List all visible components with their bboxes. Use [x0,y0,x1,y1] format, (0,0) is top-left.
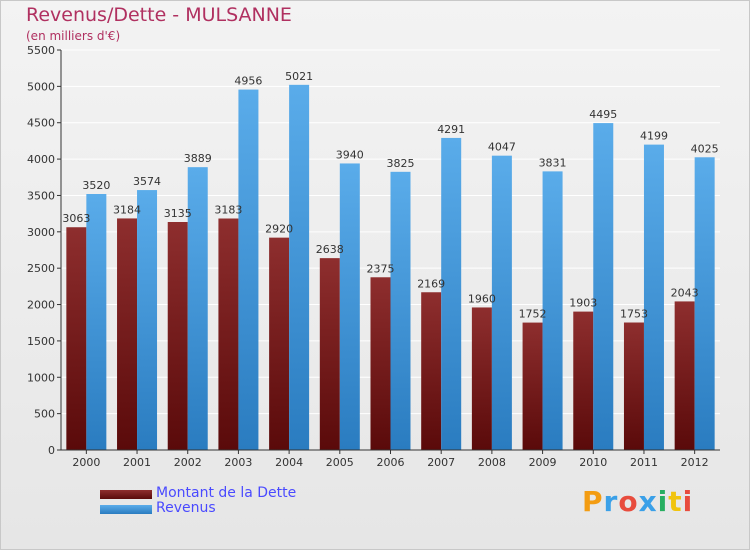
bar-dette [167,222,188,450]
bar-revenus [694,157,715,451]
bar-revenus [289,84,310,450]
chart-subtitle: (en milliers d'€) [26,29,121,43]
data-label-revenus: 3889 [184,152,212,165]
data-label-revenus: 4291 [437,123,465,136]
brand-logo: Proxiti [582,485,693,518]
data-label-revenus: 3520 [82,179,110,192]
x-tick-label: 2009 [529,456,557,469]
x-tick-label: 2010 [579,456,607,469]
x-tick-label: 2003 [224,456,252,469]
bar-dette [370,277,391,450]
y-tick-label: 2000 [27,299,55,312]
data-label-revenus: 4047 [488,141,516,154]
data-label-revenus: 4199 [640,130,668,143]
data-label-dette: 3183 [214,204,242,217]
bar-revenus [137,190,158,450]
bar-dette [471,307,492,450]
legend-swatch-revenus [100,505,152,514]
y-tick-label: 2500 [27,262,55,275]
bar-revenus [390,171,411,450]
data-label-dette: 1960 [468,292,496,305]
x-tick-label: 2006 [377,456,405,469]
data-label-revenus: 3831 [539,156,567,169]
data-label-revenus: 4495 [589,108,617,121]
data-label-dette: 1903 [569,297,597,310]
x-tick-label: 2001 [123,456,151,469]
data-label-dette: 2638 [316,243,344,256]
bar-revenus [491,155,512,450]
bar-dette [117,218,138,450]
bar-dette [573,311,594,450]
data-label-dette: 3184 [113,203,141,216]
bar-revenus [339,163,360,451]
data-label-dette: 3063 [62,212,90,225]
brand-letter: i [657,485,669,518]
x-tick-label: 2002 [174,456,202,469]
data-label-revenus: 4025 [691,142,719,155]
data-label-dette: 3135 [164,207,192,220]
x-tick-label: 2011 [630,456,658,469]
bar-dette [66,227,87,450]
bar-dette [674,301,695,450]
bar-revenus [441,137,462,450]
x-tick-label: 2000 [72,456,100,469]
brand-letter: r [603,485,619,518]
y-tick-label: 1500 [27,335,55,348]
data-label-dette: 2920 [265,223,293,236]
x-tick-label: 2008 [478,456,506,469]
y-tick-label: 0 [48,444,55,457]
brand-letter: P [582,485,604,518]
x-tick-label: 2012 [681,456,709,469]
legend-swatch-dette [100,490,152,499]
bar-revenus [593,123,614,450]
y-tick-label: 3500 [27,189,55,202]
brand-letter: t [668,485,683,518]
chart-title: Revenus/Dette - MULSANNE [26,4,292,26]
y-tick-label: 1000 [27,371,55,384]
data-label-dette: 2169 [417,277,445,290]
y-tick-label: 4000 [27,153,55,166]
brand-letter: o [618,485,639,518]
legend-label-revenus: Revenus [156,500,216,516]
data-label-dette: 2043 [671,286,699,299]
bar-dette [218,218,239,450]
x-tick-label: 2005 [326,456,354,469]
bar-revenus [238,89,259,451]
data-label-dette: 2375 [367,262,395,275]
bar-dette [269,237,290,450]
data-label-revenus: 5021 [285,70,313,83]
x-tick-label: 2007 [427,456,455,469]
data-label-revenus: 4956 [234,75,262,88]
y-tick-label: 5000 [27,80,55,93]
legend-label-dette: Montant de la Dette [156,485,297,501]
bar-revenus [187,167,208,450]
bar-dette [623,322,644,450]
axes-layer: 0 500 1000 1500 2000 2500 3000 3500 4000 4500 5000… [27,44,720,469]
bar-revenus [542,171,563,450]
data-label-revenus: 3825 [387,157,415,170]
bar-dette [319,258,340,450]
bar-revenus [86,194,107,450]
y-tick-label: 500 [34,408,55,421]
data-label-dette: 1752 [519,308,547,321]
data-label-revenus: 3940 [336,148,364,161]
brand-letter: x [638,485,658,518]
y-tick-label: 5500 [27,44,55,57]
data-label-dette: 1753 [620,308,648,321]
bar-revenus [643,144,664,451]
brand-letter: i [682,485,694,518]
y-tick-label: 3000 [27,226,55,239]
bar-dette [522,322,543,450]
data-label-revenus: 3574 [133,175,161,188]
bar-dette [421,292,442,450]
x-tick-label: 2004 [275,456,303,469]
y-tick-label: 4500 [27,117,55,130]
